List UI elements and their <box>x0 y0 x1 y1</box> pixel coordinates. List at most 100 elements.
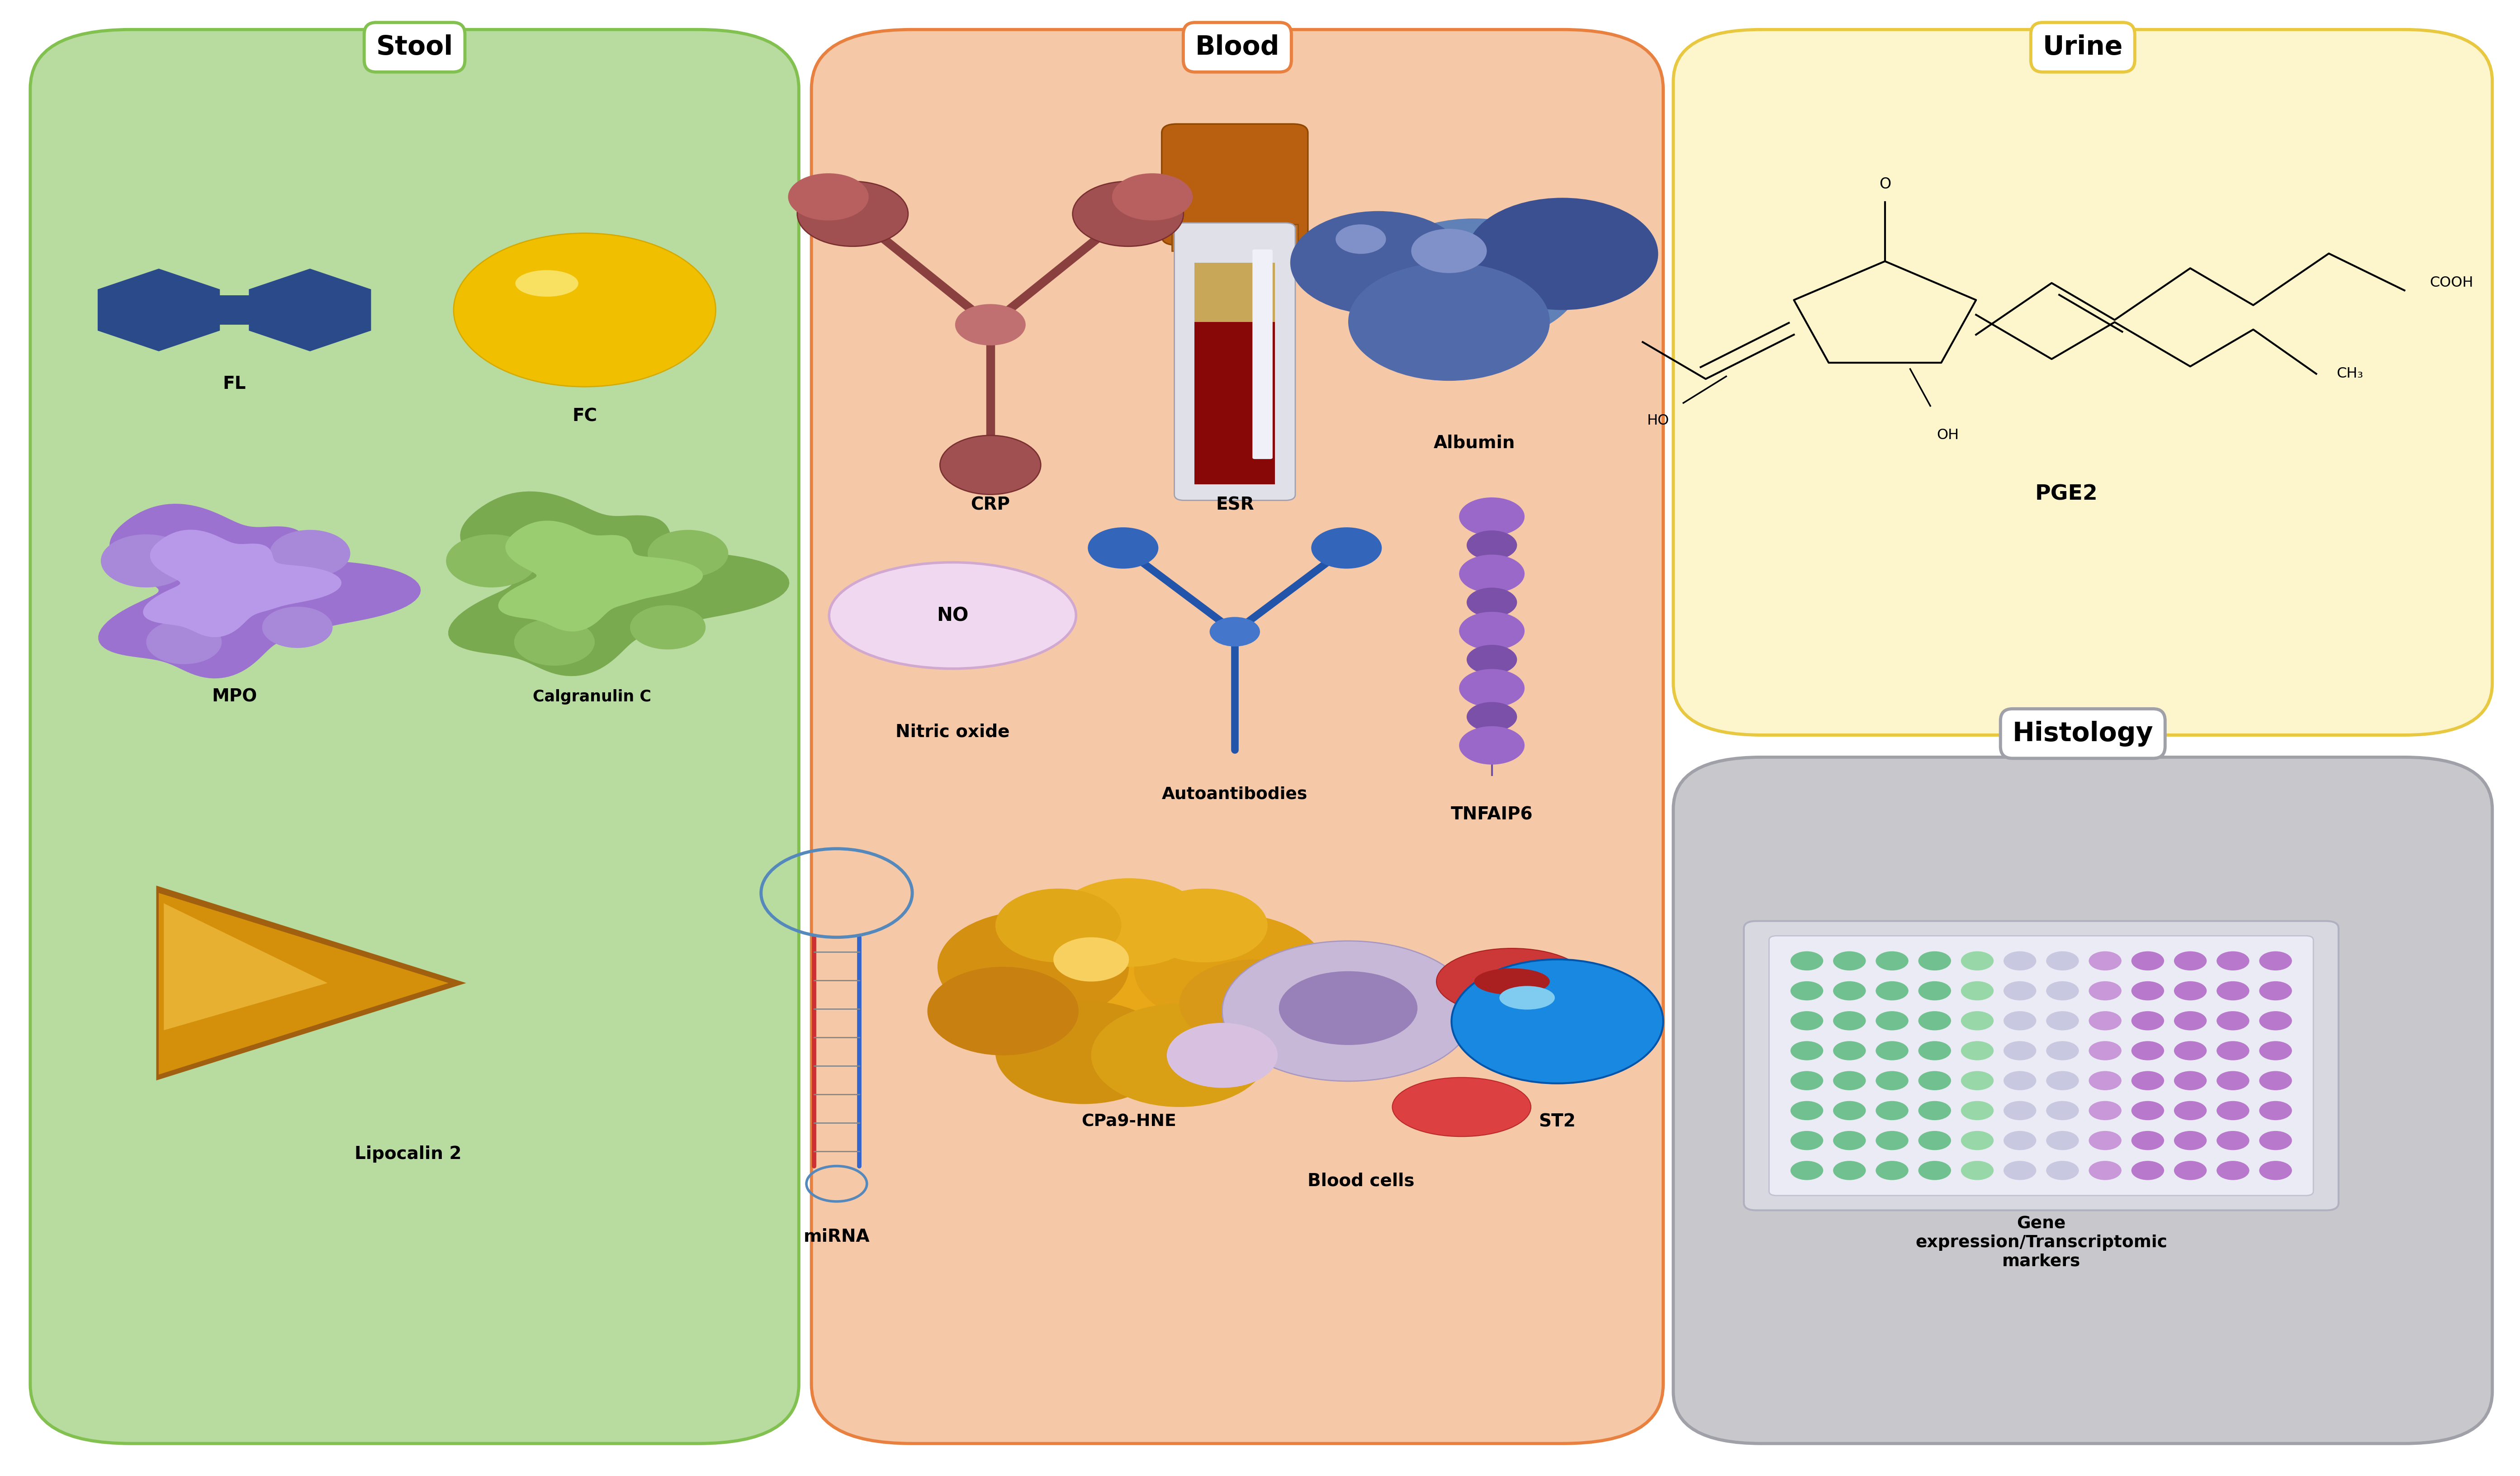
Circle shape <box>1918 982 1950 1001</box>
Text: CRP: CRP <box>970 496 1011 514</box>
Circle shape <box>2003 1041 2036 1060</box>
Ellipse shape <box>1499 986 1555 1010</box>
Circle shape <box>1091 1004 1268 1107</box>
Circle shape <box>2218 1131 2250 1150</box>
Circle shape <box>454 233 716 387</box>
Circle shape <box>1961 1131 1993 1150</box>
Circle shape <box>1918 1072 1950 1091</box>
Ellipse shape <box>1474 968 1550 995</box>
Circle shape <box>1467 703 1517 732</box>
Text: Gene
expression/Transcriptomic
markers: Gene expression/Transcriptomic markers <box>1915 1216 2167 1269</box>
Circle shape <box>2175 982 2208 1001</box>
Text: Nitric oxide: Nitric oxide <box>895 723 1011 741</box>
Circle shape <box>1348 263 1550 381</box>
Circle shape <box>1167 1023 1278 1088</box>
Circle shape <box>1792 1101 1824 1120</box>
Circle shape <box>2089 1041 2122 1060</box>
Circle shape <box>2175 951 2208 971</box>
Text: Urine: Urine <box>2044 34 2122 61</box>
Circle shape <box>2046 1072 2079 1091</box>
Circle shape <box>1792 1131 1824 1150</box>
FancyBboxPatch shape <box>1252 249 1273 459</box>
Circle shape <box>1918 1041 1950 1060</box>
Circle shape <box>1961 951 1993 971</box>
Ellipse shape <box>1280 971 1416 1045</box>
Circle shape <box>1467 198 1658 310</box>
Text: miRNA: miRNA <box>804 1228 869 1246</box>
Circle shape <box>2003 1011 2036 1030</box>
Circle shape <box>1053 878 1205 967</box>
Circle shape <box>1792 982 1824 1001</box>
Circle shape <box>1467 530 1517 559</box>
FancyBboxPatch shape <box>1162 124 1308 245</box>
Circle shape <box>2260 1041 2293 1060</box>
Circle shape <box>1961 1011 1993 1030</box>
Circle shape <box>1832 982 1865 1001</box>
Bar <box>159 295 310 325</box>
Circle shape <box>1961 1160 1993 1181</box>
Circle shape <box>2175 1160 2208 1181</box>
Text: ESR: ESR <box>1215 496 1255 514</box>
Circle shape <box>2260 1160 2293 1181</box>
Circle shape <box>1074 182 1184 246</box>
Circle shape <box>146 620 222 664</box>
Circle shape <box>955 304 1026 345</box>
Ellipse shape <box>517 270 580 297</box>
FancyBboxPatch shape <box>1744 921 2339 1210</box>
Circle shape <box>1459 555 1525 593</box>
Polygon shape <box>449 492 789 676</box>
Circle shape <box>1832 1160 1865 1181</box>
Circle shape <box>270 530 350 577</box>
Circle shape <box>648 530 728 577</box>
Circle shape <box>2218 1041 2250 1060</box>
Circle shape <box>1368 218 1580 342</box>
Circle shape <box>2218 1011 2250 1030</box>
Polygon shape <box>156 886 466 1080</box>
Text: COOH: COOH <box>2429 276 2472 289</box>
Circle shape <box>2260 1101 2293 1120</box>
Circle shape <box>2132 1160 2165 1181</box>
Circle shape <box>2003 1131 2036 1150</box>
Text: Blood: Blood <box>1194 34 1280 61</box>
Circle shape <box>2003 1160 2036 1181</box>
Circle shape <box>2218 951 2250 971</box>
Circle shape <box>1411 229 1487 273</box>
FancyBboxPatch shape <box>811 30 1663 1444</box>
FancyBboxPatch shape <box>1194 263 1275 322</box>
Circle shape <box>2046 1131 2079 1150</box>
Circle shape <box>2132 982 2165 1001</box>
Polygon shape <box>144 530 343 638</box>
Circle shape <box>1918 1160 1950 1181</box>
Text: NO: NO <box>937 607 968 624</box>
FancyBboxPatch shape <box>1673 757 2492 1444</box>
Text: Autoantibodies: Autoantibodies <box>1162 785 1308 803</box>
Circle shape <box>2175 1101 2208 1120</box>
Circle shape <box>2260 951 2293 971</box>
Circle shape <box>446 534 537 587</box>
Circle shape <box>1459 497 1525 536</box>
Circle shape <box>995 1001 1172 1104</box>
Circle shape <box>2218 1072 2250 1091</box>
Circle shape <box>1459 669 1525 707</box>
Circle shape <box>2046 1041 2079 1060</box>
Circle shape <box>2089 1131 2122 1150</box>
Circle shape <box>1210 617 1260 646</box>
Ellipse shape <box>1394 1077 1532 1137</box>
Circle shape <box>1918 1011 1950 1030</box>
Circle shape <box>2046 982 2079 1001</box>
Circle shape <box>1875 1131 1908 1150</box>
Circle shape <box>1832 1041 1865 1060</box>
Bar <box>1172 224 1298 251</box>
Polygon shape <box>249 269 370 351</box>
Circle shape <box>1918 951 1950 971</box>
Circle shape <box>2046 1011 2079 1030</box>
Circle shape <box>1875 1101 1908 1120</box>
Ellipse shape <box>829 562 1076 669</box>
Circle shape <box>1111 173 1192 220</box>
Circle shape <box>1467 645 1517 675</box>
Polygon shape <box>159 893 449 1075</box>
Text: HO: HO <box>1648 413 1668 428</box>
Circle shape <box>2132 1131 2165 1150</box>
Circle shape <box>1792 1072 1824 1091</box>
Circle shape <box>1918 1101 1950 1120</box>
